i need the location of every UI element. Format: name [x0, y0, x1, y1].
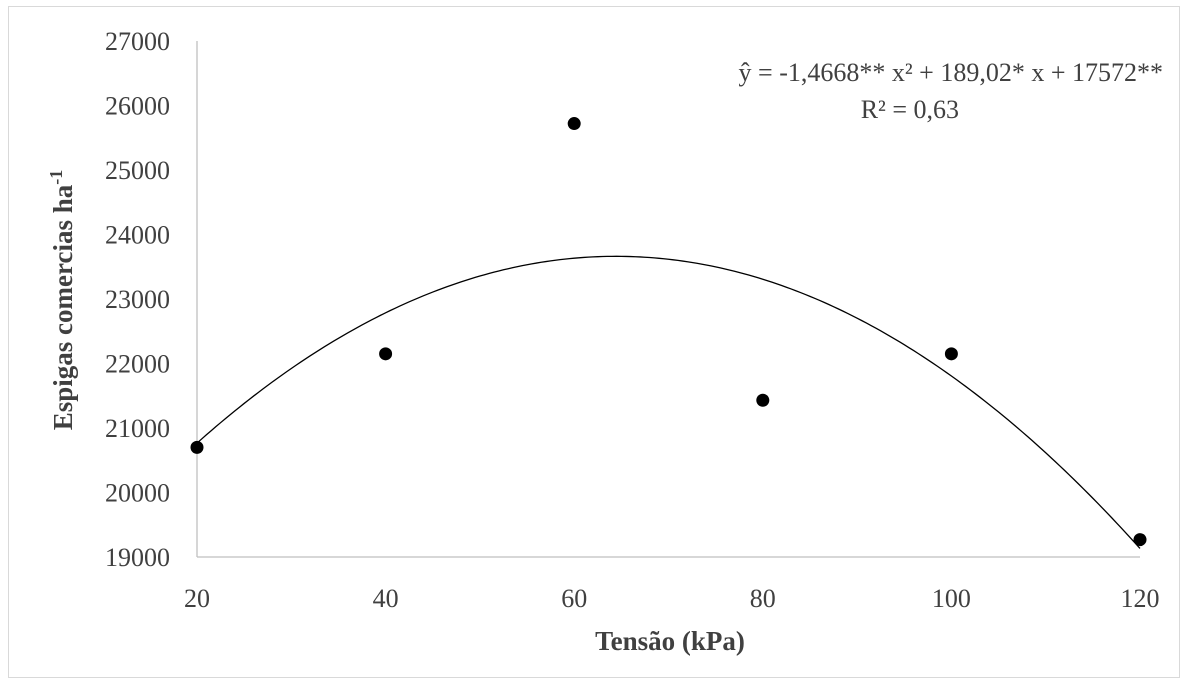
x-tick-label: 100: [932, 584, 971, 613]
data-point: [567, 117, 581, 131]
x-tick-label: 60: [561, 584, 587, 613]
data-point: [756, 393, 770, 407]
y-tick-label: 25000: [105, 156, 170, 185]
y-tick-label: 26000: [105, 92, 170, 121]
y-tick-label: 27000: [105, 27, 170, 56]
x-tick-label: 80: [750, 584, 776, 613]
x-axis-title: Tensão (kPa): [595, 626, 745, 656]
trendline: [196, 255, 1141, 549]
y-axis-title: Espigas comercias ha-1: [46, 170, 78, 431]
r-squared-label: R² = 0,63: [861, 95, 959, 124]
x-tick-label: 20: [184, 584, 210, 613]
x-tick-label: 120: [1121, 584, 1160, 613]
y-axis-title-superscript: -1: [46, 170, 66, 185]
y-tick-label: 19000: [105, 543, 170, 572]
y-tick-label: 22000: [105, 350, 170, 379]
data-point: [1133, 533, 1147, 547]
data-point: [379, 347, 393, 361]
chart-frame: [8, 6, 1180, 678]
tick-labels: 19000 20000 21000 22000 23000 24000 25000 26000…: [105, 27, 1160, 613]
y-tick-label: 20000: [105, 479, 170, 508]
y-tick-label: 21000: [105, 414, 170, 443]
data-point: [190, 440, 204, 454]
data-points: [190, 117, 1147, 547]
y-tick-label: 24000: [105, 221, 170, 250]
data-point: [944, 347, 958, 361]
x-tick-label: 40: [373, 584, 399, 613]
trendline-equation: ŷ = -1,4668** x² + 189,02* x + 17572**: [739, 58, 1163, 87]
y-tick-label: 23000: [105, 285, 170, 314]
y-axis-title-text: Espigas comercias ha: [48, 184, 78, 430]
axes: [196, 41, 1140, 558]
